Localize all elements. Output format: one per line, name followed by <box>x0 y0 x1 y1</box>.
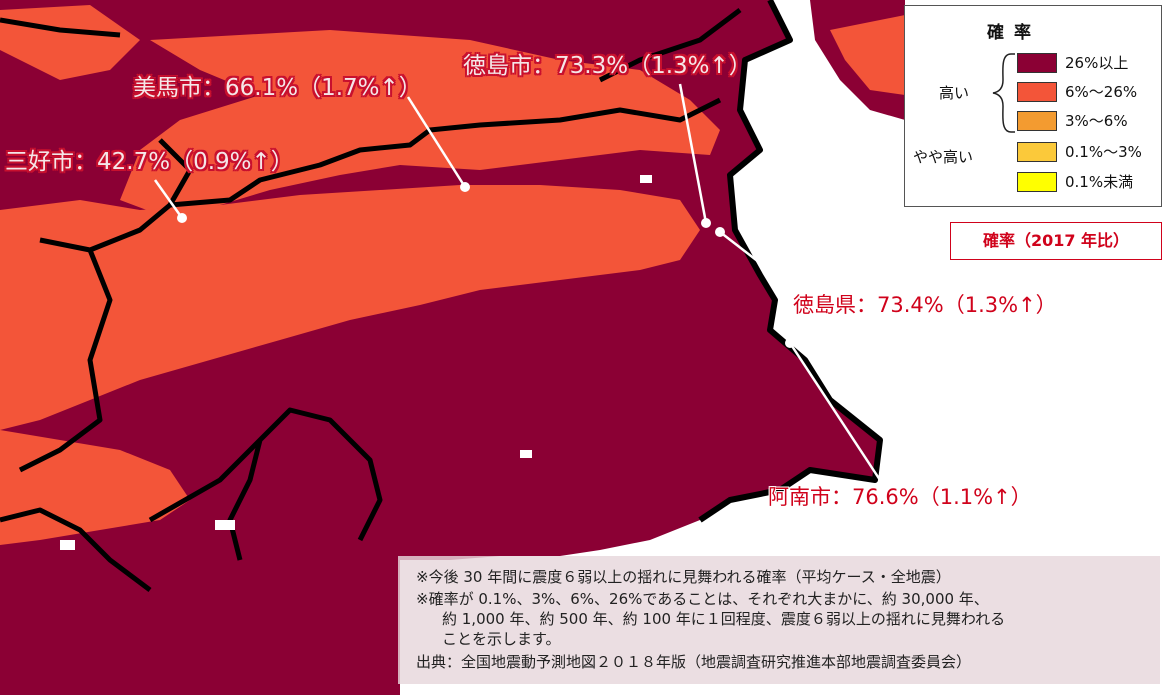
legend-label: 0.1%〜3% <box>1065 143 1142 161</box>
legend-title: 確 率 <box>987 23 1033 43</box>
legend-group-high: 高い <box>939 84 970 102</box>
map-legend: 確 率 高い やや高い 26%以上 6%〜26% 3%〜6% 0.1%〜3% 0… <box>904 5 1162 207</box>
legend-swatch <box>1017 142 1057 162</box>
label-tokushima-prefecture: 徳島県：73.4%（1.3%↑） <box>793 293 1057 317</box>
comparison-badge: 確率（2017 年比） <box>950 222 1162 260</box>
leader-points <box>177 182 795 348</box>
label-anan-city: 阿南市：76.6%（1.1%↑） <box>768 485 1032 509</box>
legend-label: 6%〜26% <box>1065 83 1138 101</box>
legend-swatch <box>1017 111 1057 131</box>
note-source: 出典：全国地震動予測地図２０１８年版（地震調査研究推進本部地震調査委員会） <box>416 653 972 671</box>
legend-swatch <box>1017 172 1057 192</box>
legend-group-mid: やや高い <box>913 148 974 166</box>
note-line-3: 約 1,000 年、約 500 年、約 100 年に１回程度、震度６弱以上の揺れ… <box>442 610 1006 628</box>
label-miyoshi-city: 三好市：42.7%（0.9%↑） <box>5 149 294 175</box>
brace-icon <box>992 53 1015 133</box>
note-line-2: ※確率が 0.1%、3%、6%、26%であることは、それぞれ大まかに、約 30,… <box>416 590 989 608</box>
coastline <box>698 0 883 523</box>
land-fragment-northeast-orange <box>830 15 905 95</box>
legend-label: 0.1%未満 <box>1065 173 1134 191</box>
boundary-lines <box>0 8 742 592</box>
label-tokushima-city: 徳島市：73.3%（1.3%↑） <box>463 53 752 79</box>
note-line-1: ※今後 30 年間に震度６弱以上の揺れに見舞われる確率（平均ケース・全地震） <box>416 568 951 586</box>
legend-label: 26%以上 <box>1065 54 1129 72</box>
legend-swatch <box>1017 82 1057 102</box>
band-mid-probability-north <box>120 30 720 215</box>
label-mima-city: 美馬市：66.1%（1.7%↑） <box>133 75 422 101</box>
map-speckles <box>60 175 1152 550</box>
note-line-4: ことを示します。 <box>442 630 561 648</box>
band-mid-probability-central <box>0 185 700 430</box>
legend-label: 3%〜6% <box>1065 112 1128 130</box>
legend-swatch <box>1017 53 1057 73</box>
notes-box: ※今後 30 年間に震度６弱以上の揺れに見舞われる確率（平均ケース・全地震） ※… <box>398 556 1160 684</box>
leader-lines <box>153 83 882 481</box>
